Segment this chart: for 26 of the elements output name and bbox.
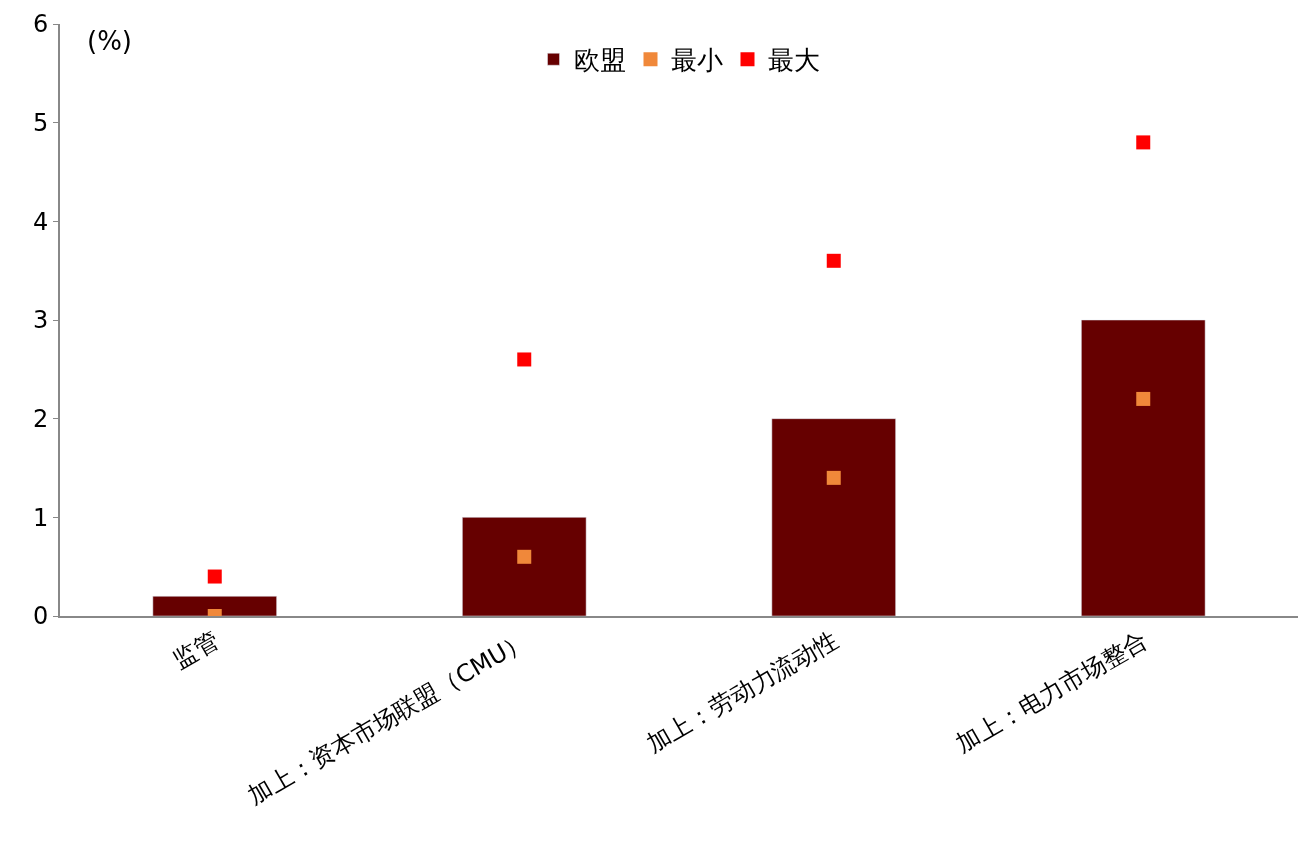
point <box>1136 391 1151 406</box>
point <box>826 470 841 485</box>
bar <box>1081 319 1206 616</box>
legend-label: 最大 <box>767 45 820 76</box>
x-tick-label: 加上：资本市场联盟（CMU） <box>242 626 534 810</box>
legend-label: 欧盟 <box>573 45 626 76</box>
bar <box>462 517 587 616</box>
y-tick-label: 2 <box>32 405 49 434</box>
y-tick-label: 1 <box>32 503 49 532</box>
x-tick-label: 监管 <box>168 626 224 675</box>
point <box>826 253 841 268</box>
x-tick-label: 加上：劳动力流动性 <box>641 626 843 759</box>
y-tick-label: 4 <box>32 207 49 236</box>
point <box>207 569 222 584</box>
point <box>517 352 532 367</box>
y-tick-label: 5 <box>32 109 49 138</box>
legend-label: 最小 <box>670 45 723 76</box>
y-tick-label: 6 <box>32 10 49 39</box>
point <box>1136 135 1151 150</box>
y-axis-title: (%) <box>87 26 132 56</box>
bar <box>771 418 896 616</box>
y-tick-label: 3 <box>32 306 49 335</box>
x-tick-label: 加上：电力市场整合 <box>951 626 1153 759</box>
point <box>517 549 532 564</box>
y-tick-label: 0 <box>32 602 49 631</box>
bar <box>152 596 277 616</box>
